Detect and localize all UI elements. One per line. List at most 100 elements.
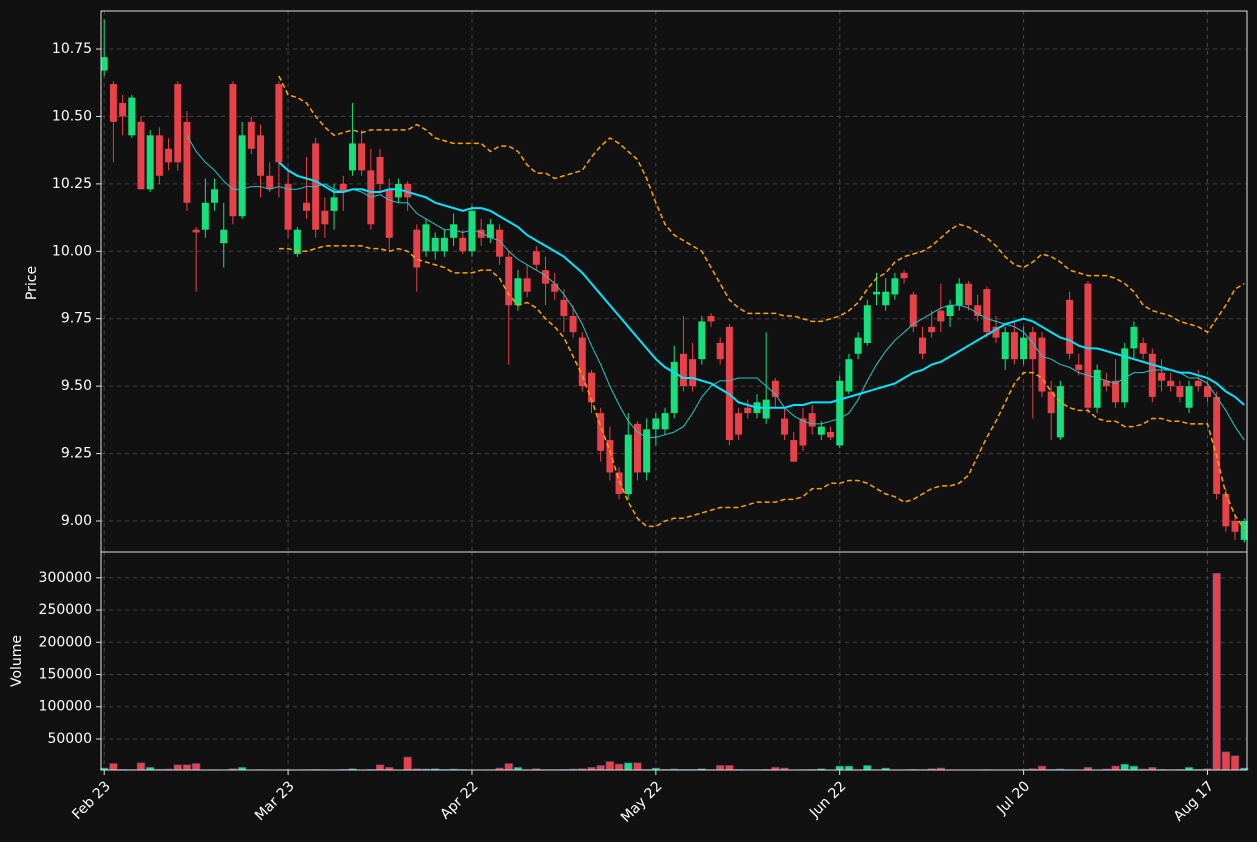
candle-body — [192, 229, 200, 233]
volume-frame — [100, 551, 1248, 771]
candle-body — [1066, 299, 1074, 354]
candle-body — [1176, 386, 1184, 397]
volume-bar — [605, 761, 615, 771]
candle-body — [900, 272, 908, 279]
volume-bar — [863, 765, 872, 771]
candle-body — [615, 472, 623, 495]
candle-body — [514, 278, 522, 306]
candle-body — [450, 224, 458, 238]
candle-body — [146, 135, 154, 190]
candle-body — [891, 278, 899, 295]
candle-body — [827, 431, 835, 438]
candle-body — [643, 429, 651, 473]
candle-body — [413, 229, 421, 268]
candle-body — [964, 283, 972, 306]
candle-body — [1056, 386, 1064, 438]
y-tick-label: 50000 — [47, 731, 92, 747]
volume-bar — [725, 765, 734, 771]
candle-body — [505, 256, 513, 306]
volume-bar — [1129, 765, 1139, 771]
candle-body — [155, 135, 163, 176]
candle-body — [321, 210, 329, 225]
candle-body — [229, 84, 237, 217]
volume-bar — [624, 762, 633, 771]
candle-body — [137, 121, 145, 190]
volume-bar — [173, 764, 182, 771]
candle-body — [606, 440, 614, 473]
candle-body — [762, 399, 770, 419]
candle-body — [358, 143, 366, 171]
candle-body — [275, 84, 283, 163]
volume-bar — [844, 765, 854, 771]
volume-bar — [596, 765, 605, 771]
candle-body — [459, 237, 467, 252]
y-tick-label: 150000 — [39, 667, 92, 683]
candle-body — [771, 380, 779, 397]
y-tick-label: 9.25 — [61, 446, 92, 462]
candle-body — [100, 57, 108, 71]
candle-body — [266, 175, 274, 190]
candle-body — [1148, 353, 1156, 397]
y-tick-label: 10.00 — [52, 243, 92, 259]
candle-body — [486, 224, 494, 238]
candle-body — [1102, 380, 1110, 387]
candle-body — [385, 189, 393, 238]
y-tick-label: 300000 — [39, 570, 92, 586]
volume-bar — [1120, 763, 1129, 771]
candle-body — [1047, 391, 1055, 414]
candle-body — [293, 229, 301, 254]
volume-bar — [1221, 751, 1231, 771]
candle-body — [744, 407, 752, 414]
volume-bar — [1037, 765, 1047, 771]
volume-bar — [403, 756, 412, 771]
candle-body — [918, 337, 926, 354]
candle-body — [735, 413, 743, 435]
candle-body — [854, 337, 862, 354]
candle-body — [725, 326, 733, 441]
candle-body — [1029, 332, 1037, 360]
y-tick-label: 10.75 — [52, 41, 92, 57]
candle-body — [1203, 386, 1211, 397]
candle-body — [974, 305, 982, 317]
candle-body — [247, 121, 255, 149]
candle-body — [532, 251, 540, 265]
indicator-line — [186, 135, 1245, 441]
candle-body — [302, 202, 310, 211]
candle-body — [523, 278, 531, 292]
candle-body — [422, 224, 430, 252]
candle-body — [1185, 386, 1193, 408]
candle-body — [1139, 342, 1147, 354]
candle-body — [109, 84, 117, 122]
candle-body — [211, 189, 219, 203]
y-tick-label: 10.50 — [52, 108, 92, 124]
candle-body — [1130, 326, 1138, 349]
y-tick-label: 9.50 — [61, 378, 92, 394]
y-tick-label: 100000 — [39, 699, 92, 715]
candle-body — [587, 372, 595, 403]
y-tick-label: 10.25 — [52, 176, 92, 192]
volume-bar — [1230, 755, 1240, 771]
candle-body — [201, 202, 209, 230]
indicator-line — [278, 161, 1245, 409]
candle-body — [477, 229, 485, 238]
candle-body — [845, 359, 853, 392]
candle-body — [468, 210, 476, 252]
candle-body — [909, 294, 917, 327]
volume-bar — [716, 765, 725, 771]
candle-body — [560, 299, 568, 317]
candle-body — [1222, 494, 1230, 527]
candle-body — [1084, 283, 1092, 408]
y-axis-label: Price — [24, 266, 40, 300]
candle-body — [689, 359, 697, 387]
candle-body — [404, 183, 412, 198]
candle-body — [799, 418, 807, 446]
candle-body — [348, 143, 356, 171]
y-tick-label: 200000 — [39, 634, 92, 650]
candle-body — [679, 353, 687, 387]
volume-bar — [191, 763, 201, 771]
candle-body — [836, 380, 844, 446]
candle-body — [1158, 372, 1165, 381]
candle-body — [569, 316, 577, 333]
